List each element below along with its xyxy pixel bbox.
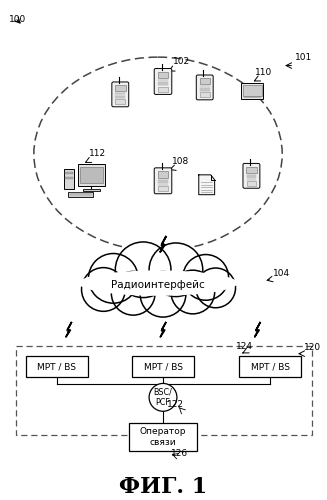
Bar (83, 188, 100, 191)
Text: 120: 120 (304, 342, 321, 351)
Text: 112: 112 (89, 149, 106, 158)
Bar (80, 167, 103, 182)
Text: 126: 126 (171, 449, 188, 458)
Bar (26, 356, 88, 378)
Bar (199, 78, 210, 84)
Bar (158, 72, 168, 78)
Circle shape (171, 270, 215, 314)
Bar (115, 100, 125, 104)
Circle shape (81, 268, 125, 312)
Bar (158, 86, 168, 92)
Text: 122: 122 (167, 400, 184, 409)
Circle shape (196, 268, 235, 308)
Circle shape (183, 254, 229, 300)
Text: MPT / BS: MPT / BS (144, 362, 182, 371)
Circle shape (149, 243, 203, 296)
Bar (246, 166, 257, 173)
Ellipse shape (74, 266, 243, 300)
Polygon shape (66, 322, 71, 337)
Ellipse shape (78, 270, 237, 296)
Text: ФИГ. 1: ФИГ. 1 (119, 476, 207, 498)
Polygon shape (160, 322, 166, 337)
Text: BSC/
PCF: BSC/ PCF (154, 388, 172, 407)
FancyBboxPatch shape (112, 82, 129, 107)
Bar (68, 192, 94, 196)
Text: Радиоинтерфейс: Радиоинтерфейс (111, 280, 205, 290)
Bar (158, 186, 168, 191)
FancyBboxPatch shape (154, 68, 172, 94)
Circle shape (89, 254, 138, 303)
Circle shape (140, 272, 186, 317)
Bar (132, 356, 194, 378)
Bar (64, 169, 74, 188)
FancyBboxPatch shape (243, 164, 260, 188)
Text: 110: 110 (255, 68, 273, 76)
Polygon shape (160, 236, 166, 252)
FancyBboxPatch shape (16, 346, 312, 435)
Polygon shape (255, 322, 260, 337)
Text: MPT / BS: MPT / BS (251, 362, 290, 371)
Bar (158, 171, 168, 177)
Text: 101: 101 (295, 52, 312, 62)
Bar (239, 356, 301, 378)
Text: 100: 100 (9, 15, 26, 24)
Text: Оператор
связи: Оператор связи (140, 428, 186, 447)
Circle shape (112, 272, 155, 315)
Bar (65, 172, 73, 174)
Bar (115, 85, 126, 91)
Circle shape (115, 242, 171, 298)
FancyBboxPatch shape (196, 75, 213, 100)
Text: 108: 108 (172, 157, 189, 166)
FancyBboxPatch shape (154, 168, 172, 194)
Bar (65, 177, 73, 179)
Bar (200, 92, 210, 98)
Bar (77, 164, 105, 186)
Bar (247, 181, 256, 186)
Text: 124: 124 (235, 342, 252, 350)
Polygon shape (199, 175, 215, 195)
Bar (129, 423, 197, 451)
Text: 102: 102 (173, 56, 190, 66)
Text: 104: 104 (273, 269, 290, 278)
Text: MPT / BS: MPT / BS (37, 362, 76, 371)
Bar (243, 86, 262, 96)
Bar (241, 84, 263, 100)
Circle shape (149, 384, 177, 411)
